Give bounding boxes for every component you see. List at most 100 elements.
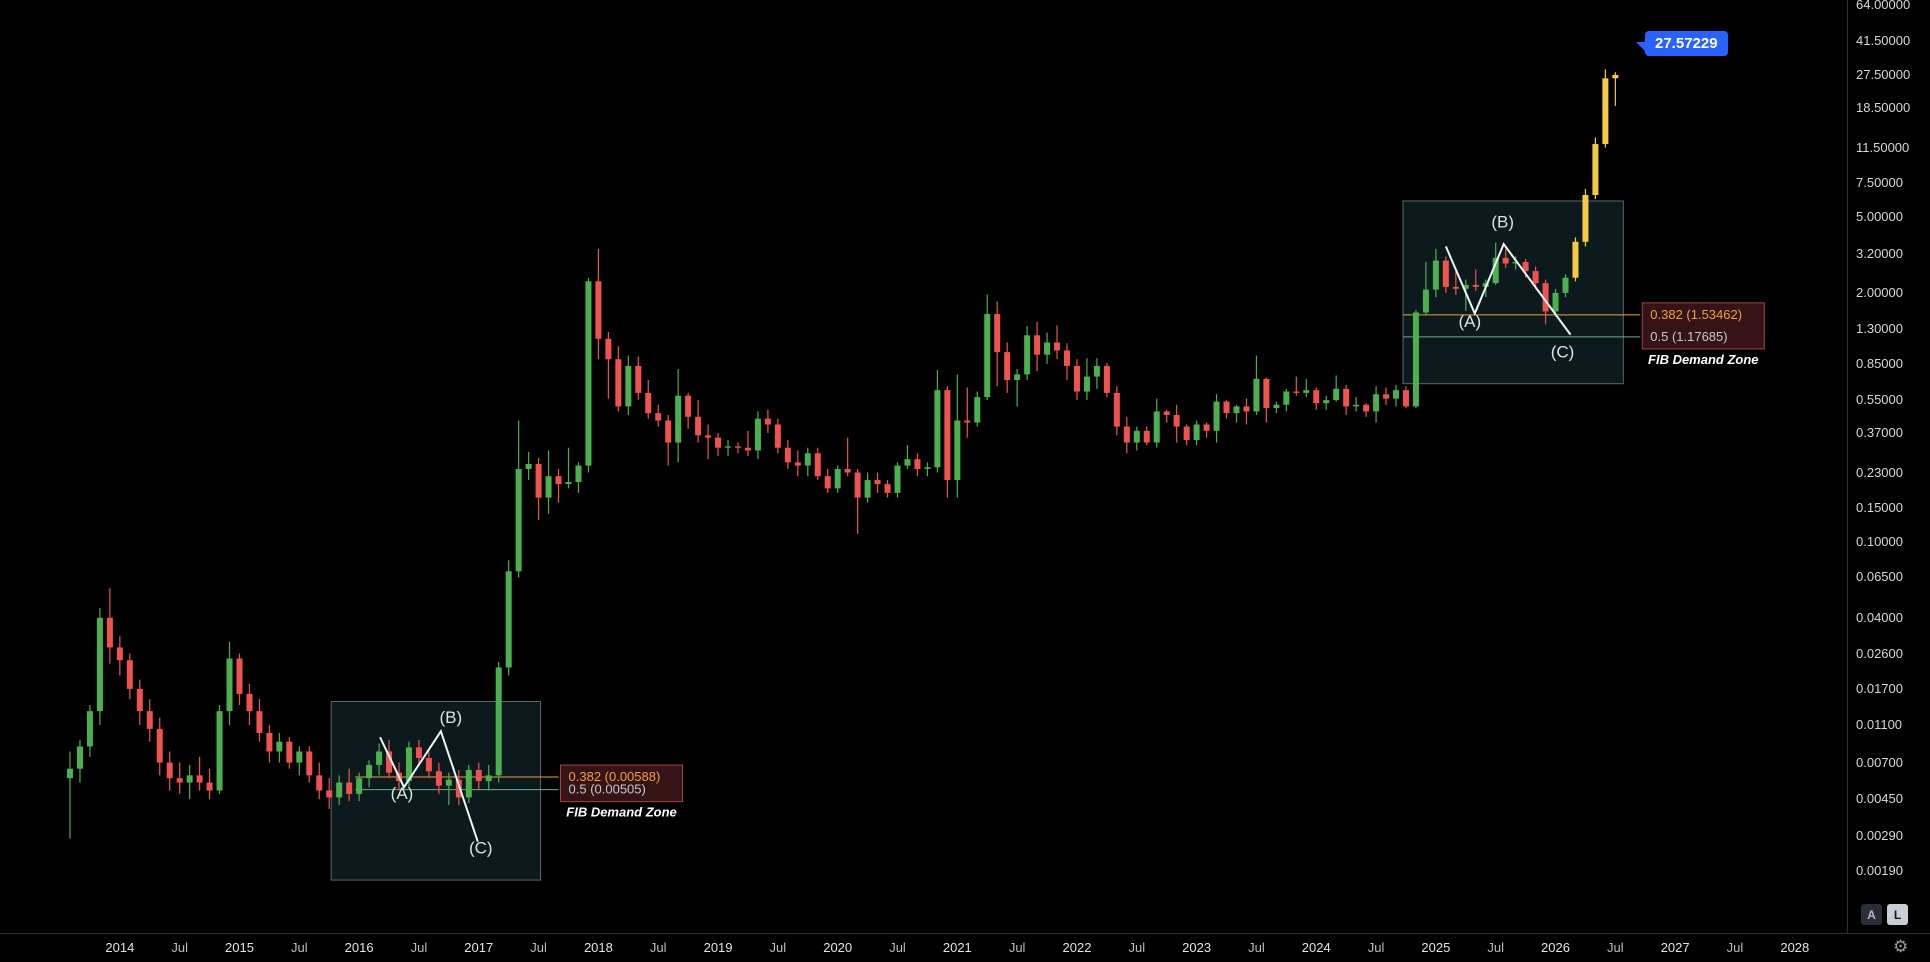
- price-axis-label: 2.00000: [1856, 284, 1903, 300]
- time-axis-label: Jul: [1607, 940, 1624, 955]
- candle: [136, 679, 143, 726]
- time-axis[interactable]: 2014 Jul 2015 Jul 2016 Jul 2017 Jul 2018 Jul 2019 J…: [0, 934, 1930, 962]
- fib-level-label: 0.5 (0.00505): [569, 782, 646, 797]
- last-price-badge[interactable]: 27.57229: [1636, 31, 1728, 56]
- price-axis-label: 5.00000: [1856, 208, 1903, 224]
- candle: [754, 411, 761, 460]
- time-axis-label: Jul: [171, 940, 188, 955]
- candle: [1303, 378, 1310, 398]
- candle: [475, 762, 482, 791]
- candle: [206, 768, 213, 800]
- log-scale-button[interactable]: L: [1887, 904, 1908, 925]
- price-axis-label: 0.23000: [1856, 464, 1903, 480]
- candle: [415, 739, 422, 765]
- time-axis-label: Jul: [1367, 940, 1385, 955]
- price-axis-label: 18.50000: [1856, 100, 1911, 116]
- candle: [366, 760, 373, 788]
- time-axis-label: Jul: [1008, 940, 1026, 955]
- price-axis[interactable]: 64.00000 41.50000 27.50000 18.50000 11.50000…: [1848, 0, 1930, 933]
- settings-gear-icon[interactable]: ⚙: [1893, 937, 1909, 956]
- wave-label: (A): [1458, 312, 1481, 331]
- auto-scale-button[interactable]: A: [1861, 904, 1882, 925]
- abc-correction-2025[interactable]: (A) (B) (C): [1444, 212, 1575, 361]
- candle: [705, 424, 712, 460]
- time-axis-label: 2024: [1301, 940, 1331, 955]
- fib-label-box[interactable]: [1641, 302, 1765, 350]
- candle: [356, 772, 363, 802]
- time-axis-separator: [0, 933, 1930, 934]
- abc-correction-2016[interactable]: (A) (B) (C): [379, 708, 493, 858]
- time-axis-label: Jul: [769, 940, 787, 955]
- time-axis-label: 2019: [703, 940, 733, 955]
- candle: [655, 404, 662, 427]
- candle: [1582, 188, 1589, 247]
- time-axis-label: 2016: [344, 940, 374, 955]
- wave-label: (C): [1551, 342, 1575, 361]
- time-axis-label: 2025: [1421, 940, 1451, 955]
- candle: [176, 762, 183, 794]
- fib-label-box[interactable]: [560, 764, 684, 803]
- fib-demand-zone[interactable]: 0.382 (1.53462) 0.5 (1.17685) FIB Demand Z…: [1402, 302, 1765, 367]
- candle: [645, 380, 652, 419]
- candle: [1313, 387, 1320, 410]
- candle: [1123, 416, 1130, 454]
- candle: [894, 462, 901, 498]
- candle: [575, 462, 582, 493]
- candle: [1213, 394, 1220, 443]
- time-axis-label: 2023: [1182, 940, 1212, 955]
- zigzag-line[interactable]: [1444, 242, 1572, 336]
- price-axis-label: 0.55000: [1856, 392, 1903, 408]
- time-axis-label: 2018: [583, 940, 613, 955]
- candle: [1243, 398, 1250, 425]
- candle: [1323, 395, 1330, 410]
- candle: [834, 465, 841, 493]
- price-axis-label: 41.50000: [1856, 33, 1911, 48]
- zigzag-line[interactable]: [379, 729, 479, 842]
- candle: [276, 732, 283, 763]
- candle: [725, 440, 732, 457]
- candle: [1562, 274, 1569, 298]
- candle: [804, 447, 811, 477]
- candle: [226, 641, 233, 726]
- candle: [1532, 266, 1539, 289]
- time-axis-label: 2026: [1541, 940, 1570, 955]
- candle: [1263, 377, 1270, 423]
- candle: [435, 762, 442, 794]
- price-axis-label: 0.00450: [1856, 791, 1903, 807]
- time-axis-label: 2014: [105, 940, 135, 955]
- candle: [954, 374, 961, 498]
- candle: [1373, 386, 1380, 423]
- candle: [485, 764, 492, 791]
- candle: [336, 775, 343, 805]
- candle: [146, 699, 153, 742]
- price-axis-label: 0.00190: [1856, 862, 1903, 878]
- candle: [256, 699, 263, 742]
- candle: [86, 704, 93, 757]
- candle: [1054, 325, 1061, 360]
- candle: [1293, 376, 1300, 396]
- fib-zone-caption: FIB Demand Zone: [1648, 352, 1759, 367]
- candle: [1113, 386, 1120, 436]
- fib-demand-zone[interactable]: 0.382 (0.00588)0.5 (0.00505) FIB Demand Z…: [355, 764, 684, 820]
- candle: [695, 400, 702, 443]
- price-axis-label: 0.15000: [1856, 500, 1903, 515]
- candle: [1363, 403, 1370, 417]
- time-axis-label: 2022: [1062, 940, 1092, 955]
- price-axis-label: 0.06500: [1856, 569, 1903, 585]
- candle: [565, 447, 572, 489]
- highlight-box[interactable]: [330, 700, 542, 881]
- candle: [236, 653, 243, 705]
- candle: [425, 751, 432, 779]
- price-axis-label: 3.20000: [1856, 245, 1903, 261]
- candle: [67, 751, 73, 839]
- candle: [1343, 384, 1350, 415]
- candle: [1024, 326, 1031, 381]
- candle: [1572, 237, 1579, 282]
- price-axis-label: 0.02600: [1856, 645, 1903, 661]
- candle: [904, 445, 911, 469]
- price-axis-label: 0.01700: [1856, 680, 1903, 696]
- candle: [794, 450, 801, 477]
- candle: [595, 248, 602, 360]
- candle: [1183, 424, 1190, 446]
